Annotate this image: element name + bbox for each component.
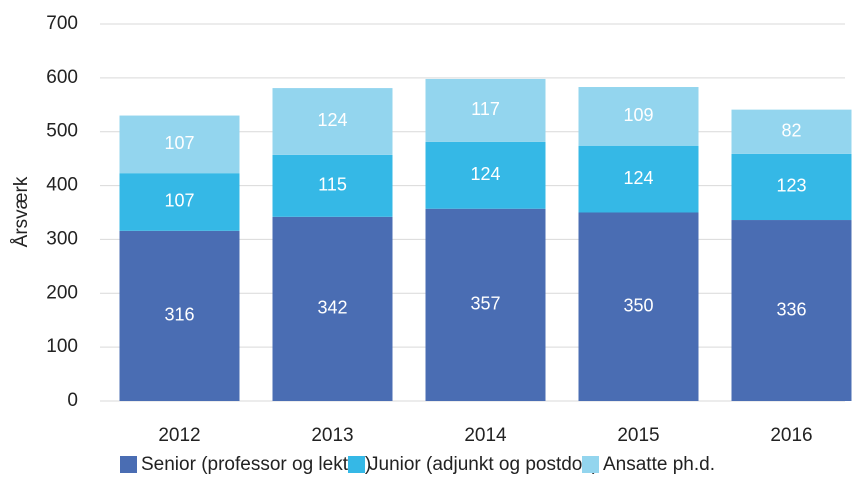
bar-segment xyxy=(425,208,546,401)
bar-segment xyxy=(578,87,699,146)
bar-segment xyxy=(731,153,852,221)
value-label: 357 xyxy=(470,294,500,314)
bar-segment xyxy=(578,212,699,401)
x-tick-label: 2014 xyxy=(464,425,507,446)
bar-segment xyxy=(119,173,240,231)
y-axis-label: Årsværk xyxy=(11,176,32,247)
x-tick-label: 2015 xyxy=(617,425,659,446)
value-label: 115 xyxy=(318,175,347,195)
bar-segment xyxy=(731,109,852,154)
y-tick-label: 500 xyxy=(46,121,78,142)
legend-swatch xyxy=(582,456,599,473)
bar-segment xyxy=(272,88,393,155)
legend-label: Ansatte ph.d. xyxy=(603,454,715,475)
bar-segment xyxy=(425,141,546,209)
bar-segment xyxy=(272,216,393,401)
y-tick-label: 400 xyxy=(46,175,78,196)
value-label: 123 xyxy=(776,176,806,196)
value-label: 109 xyxy=(623,105,653,125)
value-label: 117 xyxy=(471,99,500,119)
bar-segment xyxy=(578,145,699,213)
legend-label: Junior (adjunkt og postdoc) xyxy=(369,454,598,475)
x-tick-label: 2013 xyxy=(311,425,353,446)
y-tick-label: 600 xyxy=(46,67,78,88)
value-label: 316 xyxy=(164,305,194,325)
value-label: 82 xyxy=(781,120,801,140)
y-tick-label: 200 xyxy=(46,282,78,303)
y-tick-label: 100 xyxy=(46,336,78,357)
y-tick-label: 700 xyxy=(46,13,78,34)
x-tick-label: 2016 xyxy=(770,425,812,446)
bar-segment xyxy=(425,78,546,142)
bar-segment xyxy=(272,154,393,217)
value-label: 350 xyxy=(623,296,653,316)
legend-swatch xyxy=(120,456,137,473)
value-label: 342 xyxy=(317,298,347,318)
bar-segment xyxy=(119,230,240,401)
legend-swatch xyxy=(348,456,365,473)
value-label: 124 xyxy=(317,110,347,130)
legend-label: Senior (professor og lektor) xyxy=(141,454,371,475)
value-label: 107 xyxy=(164,191,194,211)
value-label: 124 xyxy=(470,164,500,184)
y-tick-label: 300 xyxy=(46,228,78,249)
bar-segment xyxy=(119,115,240,174)
y-tick-label: 0 xyxy=(67,390,78,411)
value-label: 107 xyxy=(164,133,194,153)
value-label: 124 xyxy=(623,168,653,188)
value-label: 336 xyxy=(776,299,806,319)
x-tick-label: 2012 xyxy=(158,425,200,446)
bar-segment xyxy=(731,220,852,401)
